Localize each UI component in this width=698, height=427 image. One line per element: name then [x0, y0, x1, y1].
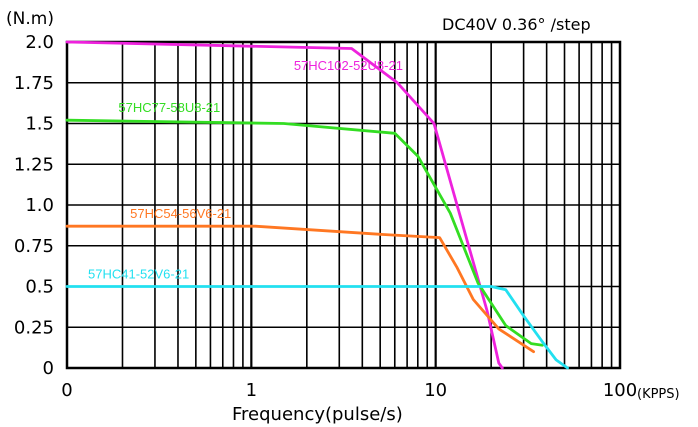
- x-tick-label: 10: [424, 380, 447, 401]
- series-labels: 57HC102-52U8-21 57HC77-58U8-21 57HC54-56V6…: [88, 58, 403, 282]
- x-tick-label: 0: [61, 380, 72, 401]
- series-label: 57HC77-58U8-21: [118, 100, 220, 115]
- series-label: 57HC54-56V6-21: [130, 206, 231, 221]
- plot-frame: [65, 40, 622, 370]
- x-axis-label: Frequency(pulse/s): [232, 404, 403, 425]
- test-condition-annotation: DC40V 0.36° /step: [442, 15, 591, 34]
- y-tick-label: 0.75: [14, 236, 54, 257]
- y-tick-label: 0: [43, 358, 54, 379]
- x-tick-label: 100: [603, 380, 637, 401]
- series-label: 57HC41-52V6-21: [88, 267, 189, 282]
- x-tick-labels: 0 1 10 100: [61, 380, 637, 401]
- y-tick-label: 0.5: [25, 277, 54, 298]
- y-tick-labels: 0 0.25 0.5 0.75 1.0 1.25 1.5 1.75 2.0: [14, 32, 54, 379]
- y-tick-label: 2.0: [25, 32, 54, 53]
- x-unit-label: (KPPS): [637, 387, 680, 402]
- series-line: [65, 224, 535, 354]
- series-layer: [65, 40, 569, 370]
- y-tick-label: 0.25: [14, 317, 54, 338]
- series-line: [65, 285, 569, 370]
- x-tick-label: 1: [246, 380, 257, 401]
- y-axis-label: (N.m): [6, 9, 54, 29]
- series-line: [65, 40, 504, 370]
- grid: [67, 42, 620, 368]
- series-line: [65, 118, 544, 347]
- series-label: 57HC102-52U8-21: [294, 58, 403, 73]
- y-tick-label: 1.75: [14, 73, 54, 94]
- y-tick-label: 1.0: [25, 195, 54, 216]
- y-tick-label: 1.5: [25, 114, 54, 135]
- y-tick-label: 1.25: [14, 154, 54, 175]
